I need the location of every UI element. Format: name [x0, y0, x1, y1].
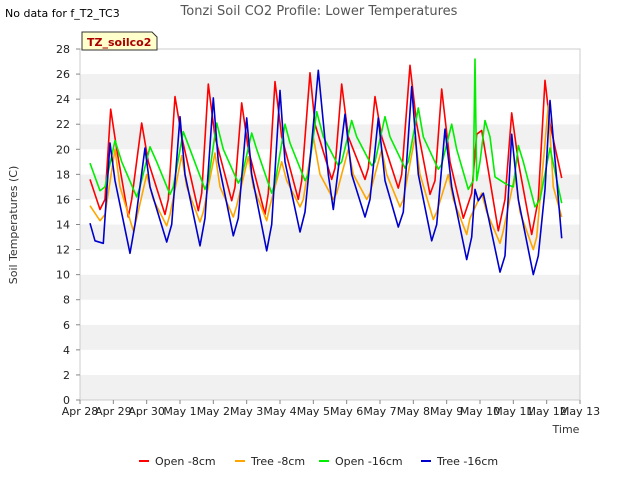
grid-band: [80, 349, 580, 375]
site-label-box: TZ_soilco2: [81, 31, 158, 51]
legend-item: Tree -8cm: [235, 455, 305, 468]
x-tick-label: May 12: [527, 405, 567, 418]
grid-band: [80, 299, 580, 325]
y-tick-label: 18: [56, 168, 70, 181]
y-tick-label: 8: [63, 294, 70, 307]
x-tick-label: May 7: [363, 405, 396, 418]
grid-band: [80, 324, 580, 350]
x-tick-label: May 4: [263, 405, 296, 418]
grid-band: [80, 124, 580, 150]
y-tick-label: 22: [56, 118, 70, 131]
y-tick-label: 26: [56, 68, 70, 81]
y-tick-label: 10: [56, 269, 70, 282]
y-tick-label: 24: [56, 93, 70, 106]
x-tick-label: Apr 28: [62, 405, 99, 418]
series-line-tree-8cm: [89, 104, 563, 251]
series-line-open-16cm: [89, 58, 563, 208]
y-axis-label: Soil Temperatures (C): [7, 166, 20, 285]
grid-band: [80, 149, 580, 175]
site-label: TZ_soilco2: [87, 36, 151, 49]
x-tick-label: May 2: [197, 405, 230, 418]
x-tick-label: May 10: [460, 405, 500, 418]
chart-title: Tonzi Soil CO2 Profile: Lower Temperatur…: [180, 4, 458, 19]
x-tick-label: May 9: [430, 405, 463, 418]
y-tick-label: 6: [63, 319, 70, 332]
y-tick-label: 28: [56, 43, 70, 56]
grid-band: [80, 49, 580, 75]
legend: Open -8cm Tree -8cm Open -16cm Tree -16cm: [139, 455, 498, 468]
legend-item: Tree -16cm: [421, 455, 498, 468]
x-tick-label: Apr 29: [95, 405, 132, 418]
grid-band: [80, 274, 580, 300]
grid-band: [80, 74, 580, 100]
x-tick-label: May 1: [163, 405, 196, 418]
legend-label: Open -8cm: [155, 455, 216, 468]
x-tick-label: May 6: [330, 405, 363, 418]
legend-label: Tree -16cm: [436, 455, 498, 468]
y-tick-label: 20: [56, 143, 70, 156]
grid-band: [80, 99, 580, 125]
x-axis-label: Time: [552, 423, 580, 436]
legend-label: Tree -8cm: [250, 455, 305, 468]
x-tick-label: May 13: [560, 405, 600, 418]
y-tick-label: 0: [63, 394, 70, 407]
legend-item: Open -8cm: [139, 455, 216, 468]
y-tick-label: 12: [56, 244, 70, 257]
series-line-open-8cm: [89, 64, 563, 236]
y-tick-label: 16: [56, 193, 70, 206]
x-tick-label: May 8: [397, 405, 430, 418]
x-tick-label: May 5: [297, 405, 330, 418]
grid-band: [80, 374, 580, 400]
legend-item: Open -16cm: [319, 455, 403, 468]
x-tick-label: May 3: [230, 405, 263, 418]
x-tick-label: May 11: [493, 405, 533, 418]
y-tick-label: 14: [56, 219, 70, 232]
series-lines: [89, 58, 563, 276]
x-tick-label: Apr 30: [128, 405, 165, 418]
y-tick-label: 4: [63, 344, 70, 357]
grid-bands: [80, 49, 580, 400]
y-tick-label: 2: [63, 369, 70, 382]
no-data-note: No data for f_T2_TC3: [5, 7, 120, 20]
legend-label: Open -16cm: [335, 455, 403, 468]
series-line-tree-16cm: [89, 69, 563, 276]
